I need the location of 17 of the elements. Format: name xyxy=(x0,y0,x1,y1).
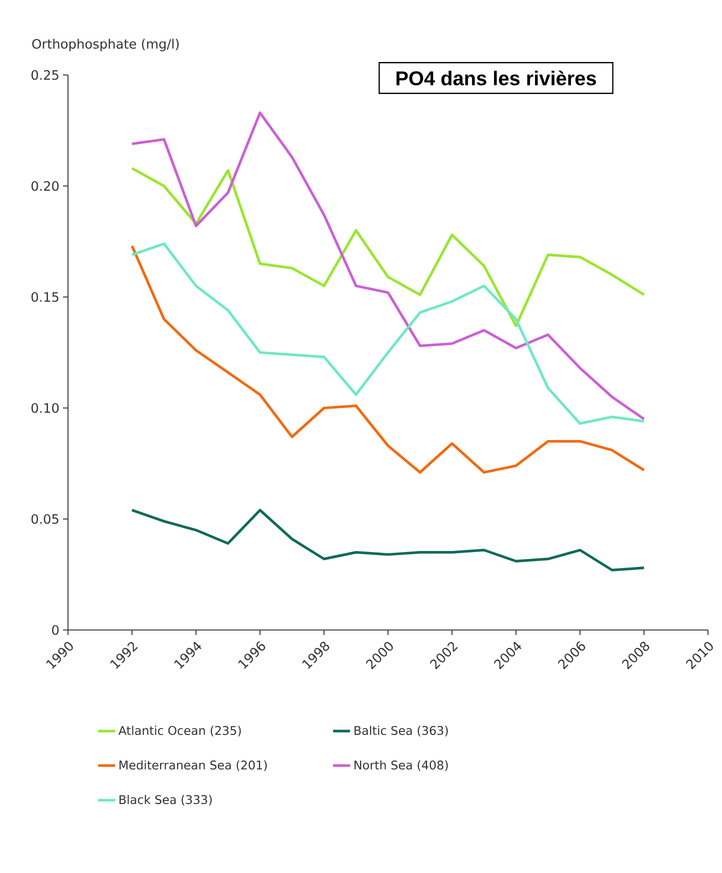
y-tick-label: 0.20 xyxy=(32,181,59,191)
chart-title: PO4 dans les rivières xyxy=(396,70,596,86)
line-series xyxy=(130,244,646,474)
legend-label: North Sea (408) xyxy=(354,760,448,771)
legend-label: Atlantic Ocean (235) xyxy=(118,726,241,736)
line-series xyxy=(130,508,646,572)
line-series xyxy=(130,111,646,420)
y-tick-label: 0.10 xyxy=(32,403,59,413)
legend-label: Mediterranean Sea (201) xyxy=(120,760,267,771)
y-tick-label: 0 xyxy=(52,625,59,635)
y-tick-label: 0.25 xyxy=(32,70,58,80)
y-axis-title: Orthophosphate (mg/l) xyxy=(32,38,179,52)
y-tick-label: 0.15 xyxy=(32,292,58,302)
line-series xyxy=(130,166,646,328)
legend-label: Black Sea (333) xyxy=(120,794,212,806)
legend-label: Baltic Sea (363) xyxy=(354,726,448,736)
y-tick-label: 0.05 xyxy=(32,514,58,524)
